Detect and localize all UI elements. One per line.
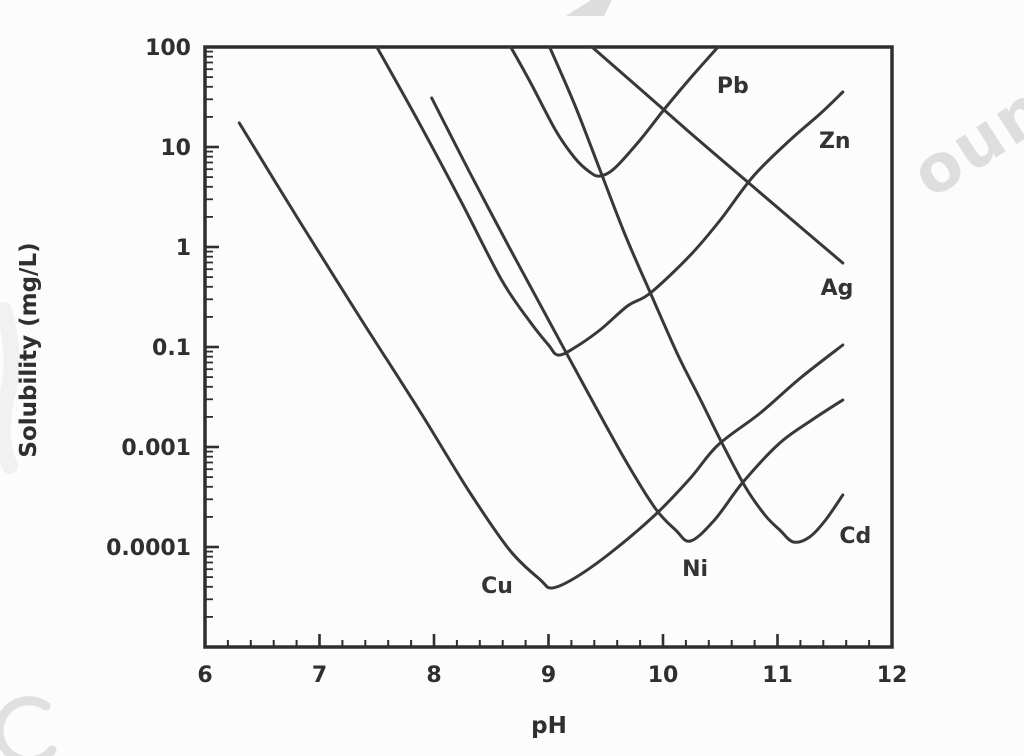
x-axis-title: pH <box>531 713 567 739</box>
y-tick-label-0.1: 0.1 <box>152 336 191 361</box>
curve-pb <box>509 45 720 178</box>
y-tick-label-100: 100 <box>145 36 191 61</box>
x-tick-label-8: 8 <box>426 663 441 688</box>
watermark-bottomleft-fragment <box>0 696 57 756</box>
watermark-text-fragment: oun <box>898 69 1024 213</box>
x-tick-label-11: 11 <box>762 663 793 688</box>
curve-zn <box>375 45 845 357</box>
curve-ag <box>590 45 845 265</box>
x-tick-label-7: 7 <box>312 663 327 688</box>
curve-label-ag: Ag <box>821 276 854 301</box>
watermark-layer <box>0 0 612 756</box>
y-tick-label-10: 10 <box>160 136 191 161</box>
watermark-top-fragment <box>566 0 612 16</box>
curve-label-ni: Ni <box>682 557 708 582</box>
curve-cd <box>548 45 845 544</box>
y-tick-label-1: 1 <box>176 236 191 261</box>
x-tick-label-9: 9 <box>541 663 556 688</box>
curve-cu <box>237 121 845 590</box>
curve-label-pb: Pb <box>717 74 749 99</box>
plot-area: 6 7 8 9 10 11 12 100 10 1 0.1 0.001 0.0001 Cu Zn Ni Pb Ag… <box>106 36 907 688</box>
y-tick-label-0.001: 0.001 <box>121 436 191 461</box>
x-tick-label-10: 10 <box>648 663 679 688</box>
x-tick-label-6: 6 <box>197 663 212 688</box>
y-axis-title: Solubility (mg/L) <box>16 242 42 457</box>
curve-label-zn: Zn <box>819 129 851 154</box>
x-tick-label-12: 12 <box>877 663 908 688</box>
curve-label-cu: Cu <box>481 574 513 599</box>
watermark-leftedge-fragment <box>0 302 20 474</box>
y-tick-label-0.0001: 0.0001 <box>106 536 191 561</box>
curve-ni <box>430 96 845 543</box>
curve-label-cd: Cd <box>839 524 871 549</box>
